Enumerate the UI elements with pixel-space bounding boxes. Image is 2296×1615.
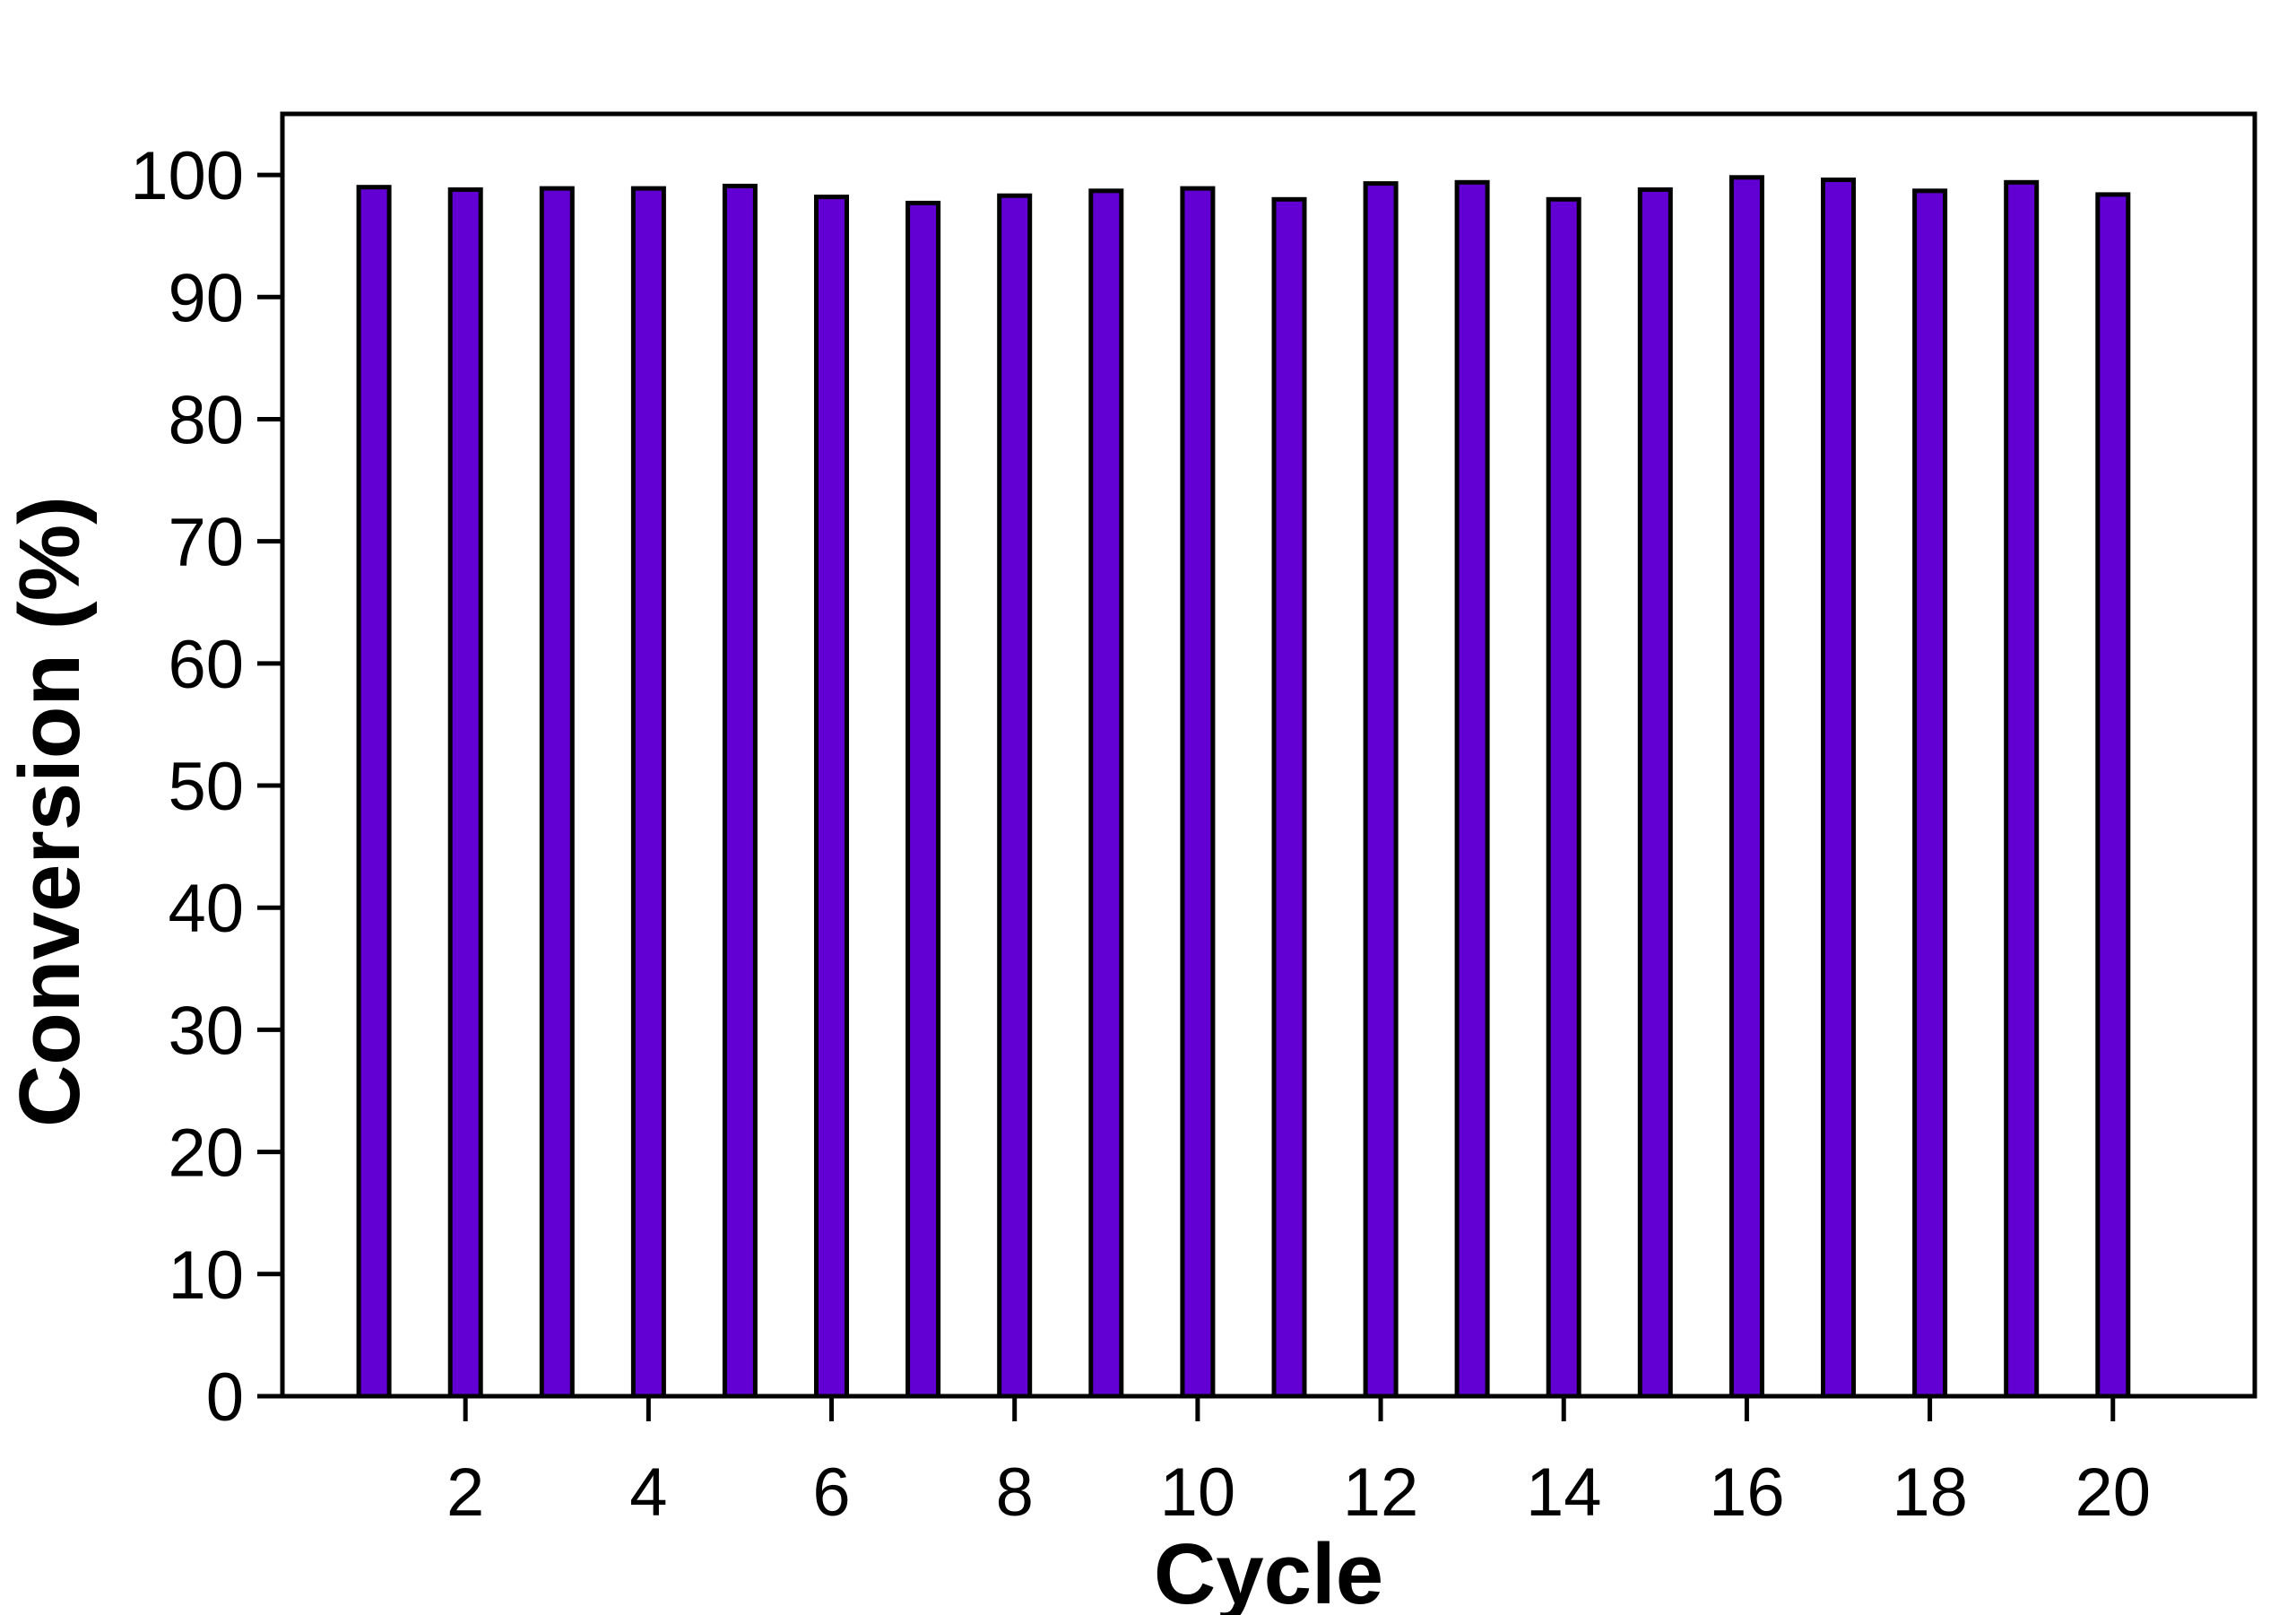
x-tick-label: 8 [996, 1454, 1034, 1531]
bar-cycle-17 [1821, 178, 1856, 1399]
bar-cycle-16 [1728, 175, 1764, 1399]
x-axis: 2 4 6 8 10 12 14 16 18 20 [446, 1396, 2151, 1531]
x-tick-label: 16 [1709, 1454, 1785, 1531]
bar-cycle-7 [905, 200, 941, 1399]
x-tick-label: 12 [1343, 1454, 1419, 1531]
bar-cycle-18 [1912, 188, 1948, 1399]
bar-cycle-19 [2004, 179, 2040, 1399]
y-axis-title: Conversion (%) [2, 496, 98, 1127]
x-tick-label: 2 [446, 1454, 484, 1531]
bar-cycle-11 [1271, 196, 1307, 1399]
bar-cycle-20 [2095, 192, 2131, 1399]
y-tick-label: 70 [168, 505, 244, 581]
y-tick-label: 10 [168, 1237, 244, 1314]
bar-cycle-14 [1546, 196, 1581, 1399]
y-tick-label: 80 [168, 382, 244, 458]
x-tick-label: 6 [812, 1454, 850, 1531]
bar-cycle-1 [356, 185, 392, 1399]
y-tick-label: 50 [168, 749, 244, 825]
bar-cycle-5 [722, 183, 758, 1399]
y-tick-label: 60 [168, 627, 244, 703]
bar-cycle-15 [1637, 187, 1673, 1399]
y-tick-label: 0 [206, 1359, 244, 1436]
bar-cycle-12 [1363, 181, 1399, 1399]
bar-cycle-4 [630, 186, 666, 1399]
y-tick-label: 30 [168, 993, 244, 1069]
x-tick-label: 4 [629, 1454, 667, 1531]
bar-cycle-2 [447, 187, 483, 1399]
y-tick-label: 20 [168, 1116, 244, 1192]
bar-cycle-8 [997, 193, 1033, 1399]
bar-cycle-9 [1088, 188, 1124, 1399]
x-tick-label: 20 [2075, 1454, 2151, 1531]
x-tick-label: 18 [1892, 1454, 1968, 1531]
plot-frame [280, 111, 2257, 1399]
bar-cycle-6 [814, 195, 849, 1399]
y-tick-label: 40 [168, 871, 244, 947]
bar-cycle-10 [1180, 186, 1216, 1399]
y-axis: 0 10 20 30 40 50 60 70 80 90 100 [130, 138, 282, 1436]
x-tick-label: 10 [1160, 1454, 1236, 1531]
bar-cycle-3 [539, 186, 575, 1399]
y-tick-label: 90 [168, 260, 244, 336]
x-tick-label: 14 [1526, 1454, 1602, 1531]
x-axis-title: Cycle [1154, 1526, 1383, 1615]
bars-group [356, 175, 2131, 1399]
bar-cycle-13 [1454, 179, 1490, 1399]
y-tick-label: 100 [130, 138, 244, 214]
